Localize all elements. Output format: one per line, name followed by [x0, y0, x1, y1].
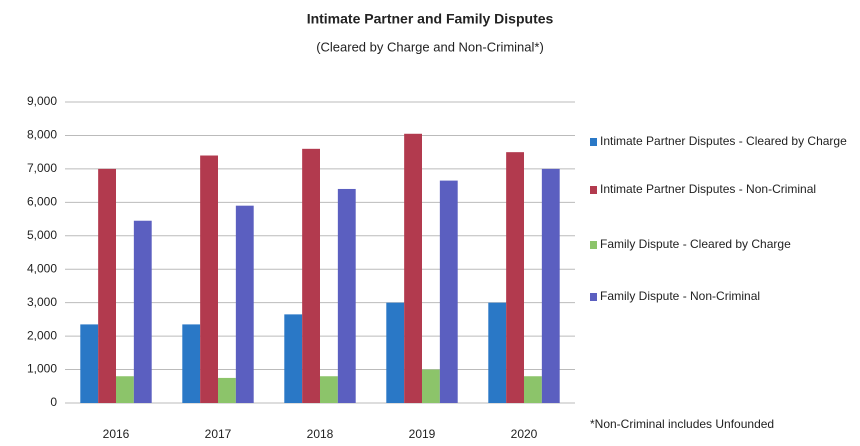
y-tick-label: 0 — [50, 395, 57, 409]
y-tick-label: 4,000 — [27, 261, 57, 275]
x-tick-label: 2019 — [409, 427, 436, 441]
chart-subtitle: (Cleared by Charge and Non-Criminal*) — [316, 39, 544, 54]
y-tick-label: 2,000 — [27, 328, 57, 342]
bar — [488, 302, 507, 403]
x-tick-label: 2018 — [307, 427, 334, 441]
bar — [218, 377, 236, 403]
x-tick-label: 2017 — [205, 427, 232, 441]
bar — [422, 369, 440, 403]
bar — [116, 376, 134, 403]
bar — [80, 324, 99, 403]
legend-swatch — [590, 293, 597, 301]
bar — [133, 220, 152, 403]
y-tick-label: 7,000 — [27, 161, 57, 175]
y-tick-label: 3,000 — [27, 295, 57, 309]
y-tick-label: 1,000 — [27, 362, 57, 376]
bar — [541, 168, 560, 403]
legend-label: Intimate Partner Disputes - Cleared by C… — [600, 134, 847, 148]
bar — [337, 188, 356, 403]
y-tick-label: 6,000 — [27, 195, 57, 209]
legend-label: Intimate Partner Disputes - Non-Criminal — [600, 182, 816, 196]
footnote: *Non-Criminal includes Unfounded — [590, 417, 774, 431]
bar — [235, 205, 254, 403]
bar — [524, 376, 542, 403]
legend-swatch — [590, 241, 597, 249]
bar — [200, 155, 218, 403]
bar — [284, 314, 303, 403]
y-tick-label: 5,000 — [27, 228, 57, 242]
bar — [386, 302, 405, 403]
bar — [404, 133, 422, 403]
bar — [439, 180, 458, 403]
legend-label: Family Dispute - Cleared by Charge — [600, 237, 791, 251]
legend-label: Family Dispute - Non-Criminal — [600, 289, 760, 303]
chart-title: Intimate Partner and Family Disputes — [307, 11, 554, 27]
bar — [506, 152, 524, 403]
x-tick-label: 2020 — [511, 427, 538, 441]
bar — [98, 168, 116, 403]
y-tick-label: 9,000 — [27, 94, 57, 108]
legend-swatch — [590, 138, 597, 146]
x-tick-label: 2016 — [103, 427, 130, 441]
bar — [182, 324, 201, 403]
legend-swatch — [590, 186, 597, 194]
y-tick-label: 8,000 — [27, 128, 57, 142]
bar — [320, 376, 338, 403]
bar — [302, 148, 320, 403]
